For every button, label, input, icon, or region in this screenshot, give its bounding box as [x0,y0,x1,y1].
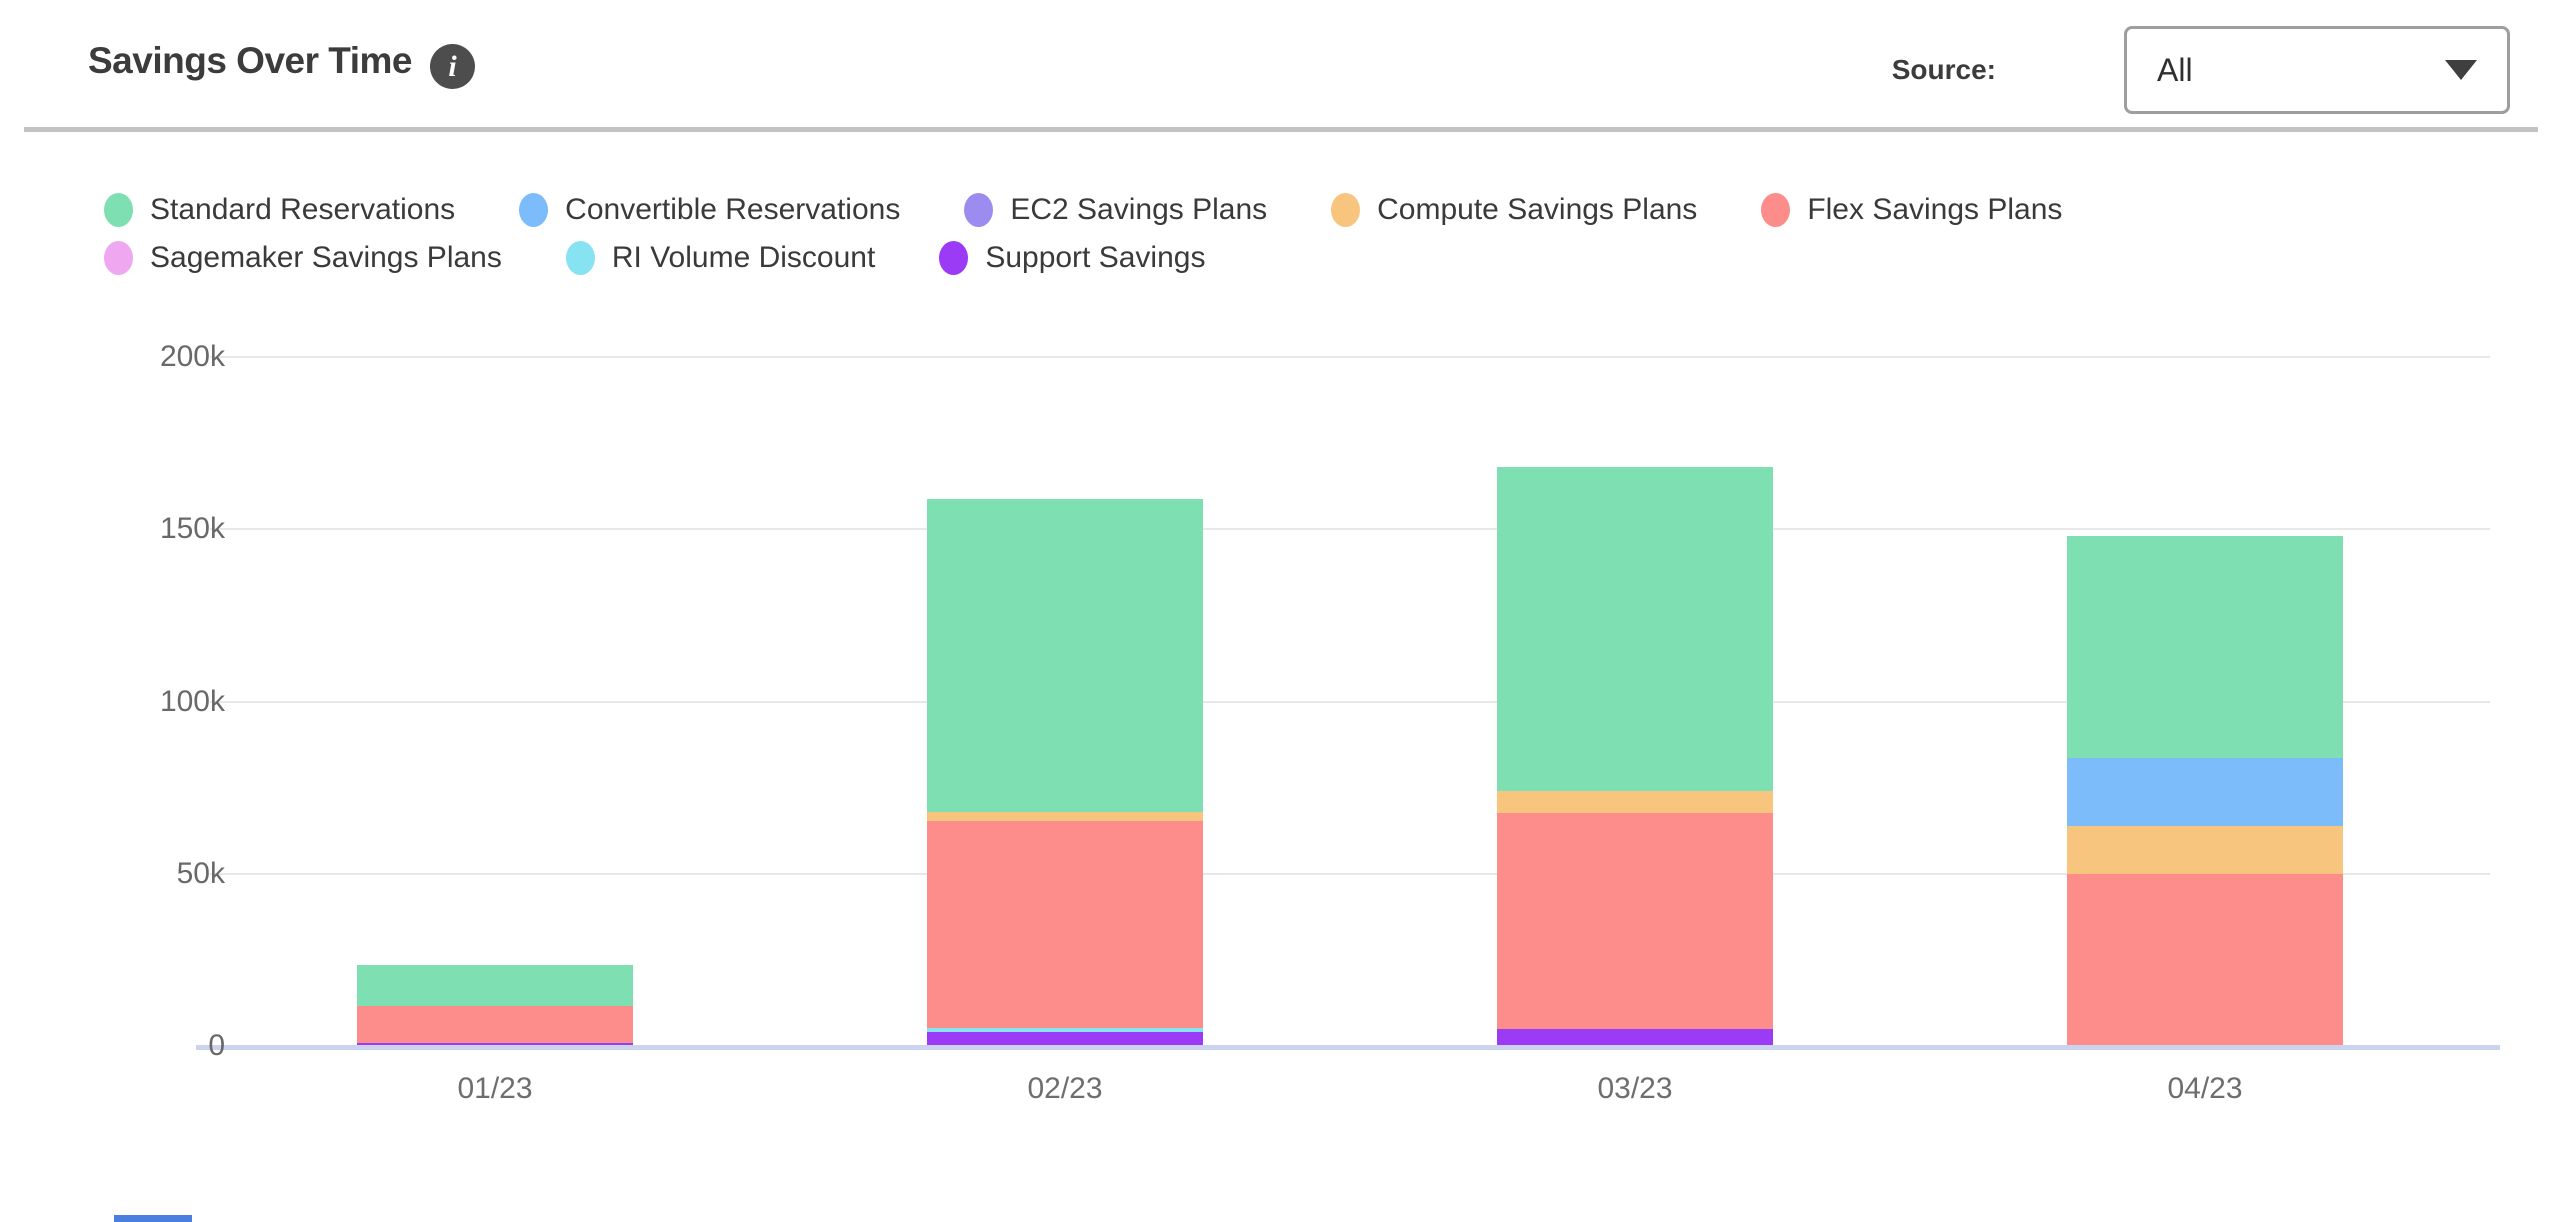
legend-dot-icon [519,193,549,227]
bar-segment-standard-reservations[interactable] [357,965,633,1007]
legend-item-ec2-savings-plans[interactable]: EC2 Savings Plans [964,193,1267,227]
legend-item-sagemaker-savings-plans[interactable]: Sagemaker Savings Plans [104,241,502,275]
legend-dot-icon [565,241,595,275]
legend-label: Flex Savings Plans [1807,193,2063,226]
x-axis-line [196,1045,2500,1050]
legend-label: Support Savings [985,241,1206,274]
legend-dot-icon [1331,193,1361,227]
info-icon[interactable]: i [430,44,475,89]
gridline-150k [210,528,2490,531]
x-tick-label-02/23: 02/23 [1027,1072,1103,1105]
y-tick-label-100k: 100k [159,684,225,718]
bar-segment-support-savings[interactable] [357,1042,633,1046]
y-tick-label-50k: 50k [176,856,225,890]
legend-label: EC2 Savings Plans [1010,193,1268,226]
chevron-down-icon [2445,60,2477,80]
y-tick-label-150k: 150k [159,512,225,546]
legend-item-convertible-reservations[interactable]: Convertible Reservations [519,193,900,227]
bar-slot-02/23 [780,357,1350,1046]
legend-dot-icon [104,241,133,275]
bar-segment-flex-savings-plans[interactable] [1497,813,1773,1029]
legend-item-support-savings[interactable]: Support Savings [939,241,1205,275]
header-divider [24,127,2538,132]
bar-segment-ri-volume-discount[interactable] [927,1028,1203,1033]
legend-dot-icon [939,241,969,275]
legend-row-2: Sagemaker Savings Plans RI Volume Discoun… [104,234,2504,282]
y-tick-label-200k: 200k [159,340,225,373]
bar-segment-standard-reservations[interactable] [927,498,1203,813]
legend-label: Standard Reservations [150,193,456,226]
bar-slot-03/23 [1350,357,1920,1046]
bar-segment-compute-savings-plans[interactable] [927,812,1203,822]
bar-segment-flex-savings-plans[interactable] [357,1006,633,1043]
page-title: Savings Over Time [88,40,412,81]
bar-slot-04/23 [1920,357,2490,1046]
x-axis-labels: 01/23 02/23 03/23 04/23 [210,1072,2490,1106]
gridline-50k [210,872,2490,875]
legend-dot-icon [1761,193,1791,227]
chart-legend: Standard Reservations Convertible Reserva… [104,186,2504,282]
bar-segment-compute-savings-plans[interactable] [2067,825,2343,874]
x-tick-label-03/23: 03/23 [1597,1072,1673,1105]
legend-item-flex-savings-plans[interactable]: Flex Savings Plans [1761,193,2062,227]
bar-segment-support-savings[interactable] [927,1032,1203,1046]
legend-item-compute-savings-plans[interactable]: Compute Savings Plans [1331,193,1697,227]
bar-segment-flex-savings-plans[interactable] [927,821,1203,1029]
gridline-100k [210,700,2490,703]
source-dropdown[interactable]: All [2124,26,2510,114]
bar-segment-compute-savings-plans[interactable] [1497,791,1773,814]
legend-dot-icon [964,193,994,227]
legend-item-ri-volume-discount[interactable]: RI Volume Discount [565,241,876,275]
bar-segment-convertible-reservations[interactable] [2067,758,2343,826]
source-label: Source: [1891,54,1996,85]
bar-slot-01/23 [210,357,780,1046]
legend-row-1: Standard Reservations Convertible Reserva… [104,186,2504,234]
legend-item-standard-reservations[interactable]: Standard Reservations [104,193,455,227]
bars-layer [210,357,2490,1046]
bar-segment-standard-reservations[interactable] [1497,467,1773,792]
stacked-bar-04/23[interactable] [2067,536,2343,1046]
legend-label: RI Volume Discount [611,241,876,274]
clipped-blue-element [114,1215,192,1222]
source-dropdown-value: All [2157,51,2193,88]
stacked-bar-03/23[interactable] [1497,467,1773,1046]
y-tick-label-0: 0 [208,1029,225,1062]
plot-area [196,356,2500,1050]
legend-dot-icon [104,193,133,227]
x-tick-label-01/23: 01/23 [457,1072,533,1105]
stacked-bar-01/23[interactable] [357,965,633,1046]
x-tick-label-04/23: 04/23 [2167,1072,2243,1105]
legend-label: Sagemaker Savings Plans [150,241,502,274]
bar-segment-standard-reservations[interactable] [2067,536,2343,759]
bar-segment-support-savings[interactable] [1497,1028,1773,1046]
gridline-200k [210,356,2490,358]
legend-label: Compute Savings Plans [1377,193,1698,226]
bar-segment-flex-savings-plans[interactable] [2067,873,2343,1046]
legend-label: Convertible Reservations [565,193,901,226]
stacked-bar-02/23[interactable] [927,498,1203,1046]
